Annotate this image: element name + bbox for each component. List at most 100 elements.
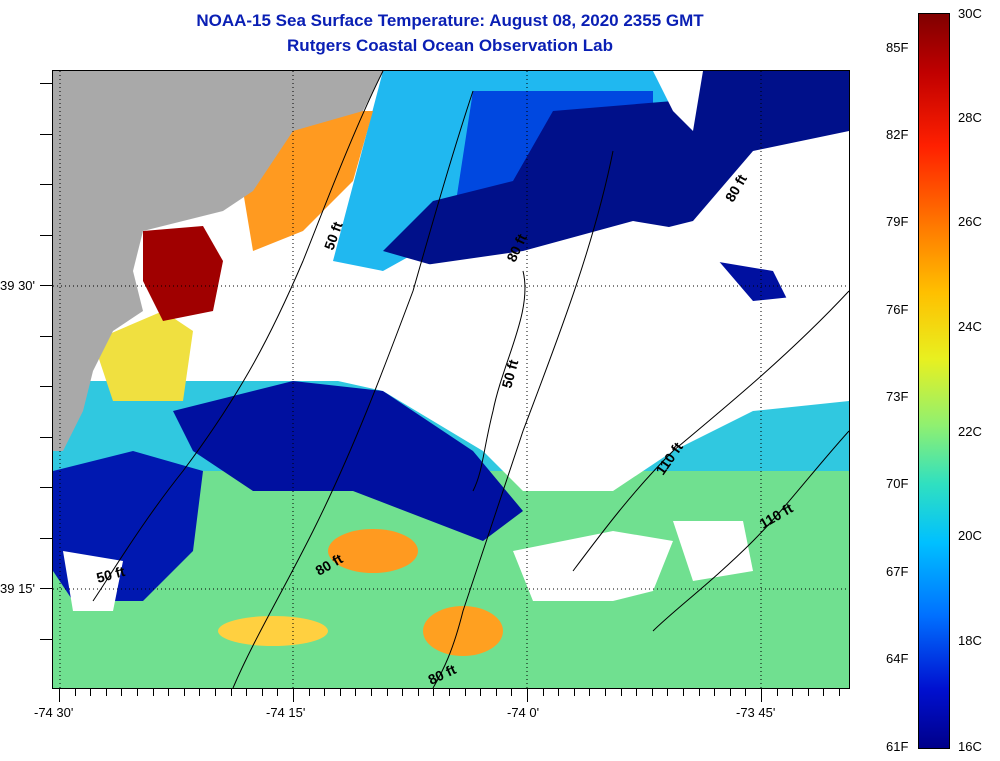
x-tick: [605, 688, 606, 696]
x-tick: [636, 688, 638, 696]
x-tick: [823, 688, 825, 696]
x-tick: [761, 688, 762, 702]
y-tick: [40, 184, 52, 185]
cloud-area-west: [63, 551, 123, 611]
x-tick: [792, 688, 794, 696]
colorbar-c-24: 24C: [958, 319, 982, 334]
x-tick: [199, 688, 201, 696]
x-tick: [183, 688, 185, 696]
depth-contours: [92, 71, 849, 688]
contour-80ft: [232, 90, 474, 688]
x-tick: [542, 688, 544, 696]
x-tick: [137, 688, 138, 696]
x-tick: [230, 688, 232, 696]
x-tick: [371, 688, 372, 696]
x-tick: [121, 688, 123, 696]
cloud-area: [233, 221, 849, 491]
colorbar-f-67: 67F: [886, 564, 909, 579]
x-tick: [651, 688, 653, 696]
contour-110ft: [572, 290, 849, 572]
x-tick: [246, 688, 248, 696]
x-tick: [745, 688, 747, 696]
y-tick: [40, 335, 52, 337]
y-tick: [40, 436, 52, 438]
cold-patch-center: [173, 381, 523, 541]
x-tick: [308, 688, 310, 696]
colorbar-c-26: 26C: [958, 214, 982, 229]
x-tick: [511, 688, 513, 696]
y-tick: [40, 83, 52, 84]
y-tick: [40, 285, 52, 286]
x-tick: [527, 688, 528, 702]
colorbar-f-61: 61F: [886, 739, 909, 754]
map-subtitle: Rutgers Coastal Ocean Observation Lab: [287, 36, 613, 55]
colorbar-f-70: 70F: [886, 476, 909, 491]
hot-spot: [143, 226, 223, 321]
sst-map: 50 ft 80 ft 80 ft 50 ft 110 ft 110 ft 80…: [52, 70, 850, 689]
x-axis-label-7430: -74 30': [34, 705, 74, 720]
x-axis-label-7400: -74 0': [507, 705, 540, 720]
x-tick: [324, 688, 326, 696]
y-tick: [40, 487, 52, 488]
colorbar-f-85: 85F: [886, 40, 909, 55]
x-tick: [776, 688, 778, 696]
warm-patch-3: [218, 616, 328, 646]
x-tick: [573, 688, 575, 696]
x-tick: [683, 688, 684, 696]
colorbar: [918, 13, 950, 749]
colorbar-c-22: 22C: [958, 424, 982, 439]
colorbar-c-20: 20C: [958, 528, 982, 543]
x-tick: [168, 688, 170, 696]
x-tick: [261, 688, 263, 696]
x-tick: [589, 688, 591, 696]
x-tick: [402, 688, 404, 696]
x-tick: [495, 688, 497, 696]
warm-patch-1: [328, 529, 418, 573]
warm-nearshore-yellow: [93, 311, 193, 401]
land-mass: [53, 71, 383, 451]
y-axis-label-3930: 39 30': [0, 278, 36, 293]
colorbar-c-16: 16C: [958, 739, 982, 754]
x-tick: [698, 688, 700, 696]
x-tick: [807, 688, 809, 696]
x-tick: [558, 688, 560, 696]
y-tick: [40, 234, 52, 236]
cloud-area-east: [653, 71, 703, 131]
x-tick: [59, 688, 60, 702]
colorbar-f-82: 82F: [886, 127, 909, 142]
x-tick: [339, 688, 341, 696]
x-tick: [729, 688, 731, 696]
y-tick: [40, 588, 52, 589]
x-tick: [293, 688, 294, 702]
colorbar-f-64: 64F: [886, 651, 909, 666]
y-tick: [40, 537, 52, 539]
x-tick: [90, 688, 92, 696]
y-tick: [40, 386, 52, 387]
contour-label-4: 50 ft: [498, 358, 521, 390]
colorbar-f-76: 76F: [886, 302, 909, 317]
x-tick: [449, 688, 450, 696]
x-tick: [480, 688, 482, 696]
colorbar-f-73: 73F: [886, 389, 909, 404]
x-tick: [277, 688, 279, 696]
x-tick: [667, 688, 669, 696]
warm-patch-2: [423, 606, 503, 656]
map-title: NOAA-15 Sea Surface Temperature: August …: [196, 11, 704, 30]
y-tick: [40, 133, 52, 135]
colorbar-c-30: 30C: [958, 6, 982, 21]
y-tick: [40, 638, 52, 640]
x-tick: [464, 688, 466, 696]
colorbar-c-28: 28C: [958, 110, 982, 125]
contour-50ft-north: [92, 71, 384, 602]
colorbar-f-79: 79F: [886, 214, 909, 229]
cloud-area-south: [513, 531, 673, 601]
x-tick: [620, 688, 622, 696]
y-axis-label-3915: 39 15': [0, 581, 36, 596]
cold-patch-northeast: [383, 71, 849, 271]
x-tick: [152, 688, 154, 696]
x-tick: [714, 688, 716, 696]
contour-shoal: [472, 270, 526, 492]
contour-110ft-b: [652, 430, 849, 632]
x-tick: [355, 688, 357, 696]
contour-label-8: 50 ft: [95, 563, 127, 586]
